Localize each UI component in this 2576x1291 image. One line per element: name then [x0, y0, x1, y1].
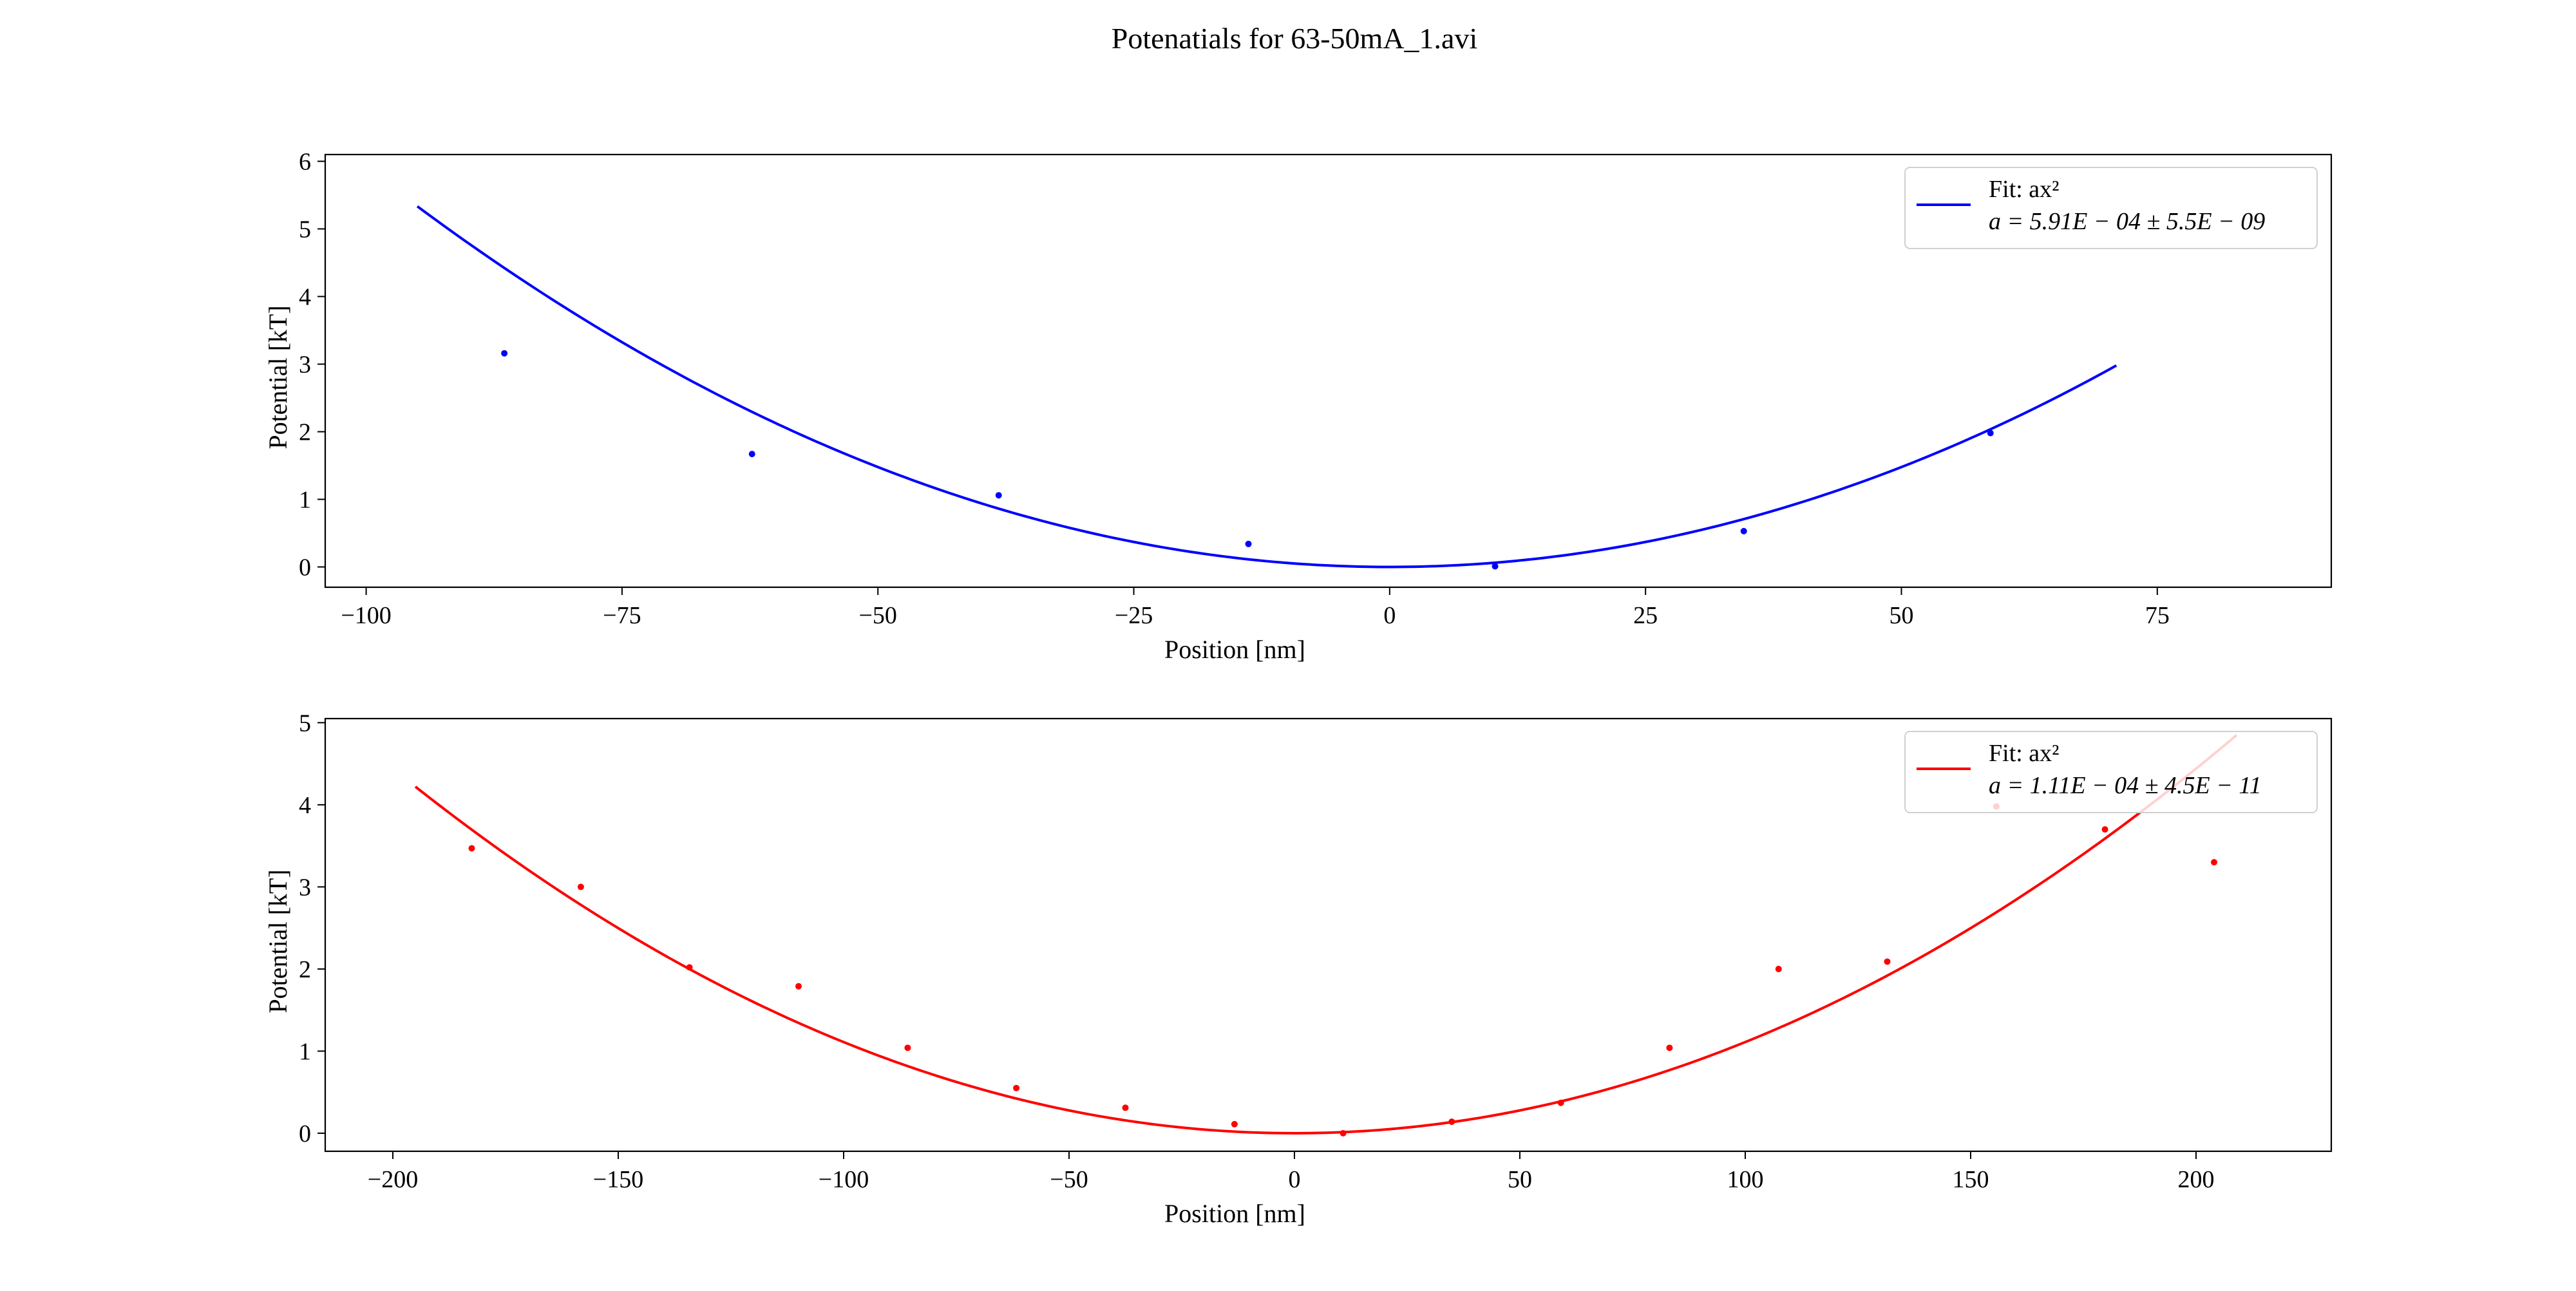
- subplot-1-y-tick-label: 5: [299, 216, 311, 243]
- subplot-2-y-tick-label: 3: [299, 874, 311, 901]
- subplot-2-data-point: [468, 845, 475, 852]
- subplot-2-data-point: [577, 883, 584, 891]
- subplot-2-data-point: [904, 1044, 911, 1051]
- subplot-2-legend-box: [1904, 731, 2318, 813]
- subplot-1-y-tick-label: 1: [299, 487, 311, 514]
- subplot-2-data-point: [1448, 1118, 1455, 1126]
- subplot-2-data-point: [1884, 958, 1891, 965]
- subplot-2-fit-curve: [414, 734, 2238, 1135]
- subplot-2-y-tick-label: 0: [299, 1120, 311, 1147]
- subplot-1-x-tick-label: −75: [603, 602, 641, 629]
- subplot-2-x-tick-label: 150: [1953, 1166, 1989, 1193]
- subplot-2-data-point: [1231, 1120, 1238, 1127]
- subplot-1-y-tick-label: 0: [299, 554, 311, 581]
- subplot-1-data-point: [995, 492, 1002, 499]
- subplot-1-data-point: [1987, 429, 1994, 437]
- subplot-1-x-tick-label: −25: [1115, 602, 1153, 629]
- subplot-1-y-tick-label: 3: [299, 352, 311, 379]
- subplot-2-data-point: [1666, 1044, 1673, 1051]
- subplot-2-x-tick-label: −150: [593, 1166, 643, 1193]
- subplot-1-data-point: [1245, 540, 1252, 547]
- subplot-1-y-tick-label: 6: [299, 149, 311, 176]
- subplot-2-x-tick-label: 0: [1289, 1166, 1301, 1193]
- subplot-1-fit-curve: [416, 205, 2117, 569]
- subplot-2-legend-label-param: a = 1.11E − 04 ± 4.5E − 11: [1989, 772, 2262, 799]
- subplot-1-axes-frame: [324, 153, 2333, 589]
- subplot-2-x-tick-label: 50: [1508, 1166, 1532, 1193]
- subplot-2-x-tick-label: 200: [2178, 1166, 2215, 1193]
- chart-title: Potenatials for 63-50mA_1.avi: [1112, 22, 1478, 55]
- subplot-2-data-point: [795, 983, 802, 990]
- subplot-2-axes-frame: [324, 717, 2333, 1153]
- subplot-1-y-axis-label: Potential [kT]: [263, 305, 292, 449]
- subplot-1-data-point: [1740, 527, 1747, 534]
- subplot-1-data-point: [1492, 563, 1499, 570]
- subplot-1-data-point: [501, 350, 508, 357]
- subplot-2-data-point: [1557, 1099, 1564, 1106]
- subplot-2-legend-label-fit: Fit: ax²: [1989, 740, 2060, 767]
- subplot-1-y-tick-label: 4: [299, 284, 311, 311]
- subplot-1-y-tick-label: 2: [299, 419, 311, 446]
- subplot-2-x-axis-label: Position [nm]: [1164, 1199, 1305, 1228]
- subplot-2-data-point: [1122, 1104, 1129, 1111]
- subplot-1-x-tick-label: 0: [1383, 602, 1396, 629]
- subplot-2-x-tick-label: −50: [1050, 1166, 1088, 1193]
- subplot-2-x-tick-label: −200: [368, 1166, 418, 1193]
- subplot-2-data-point: [1340, 1129, 1347, 1136]
- subplot-2-y-axis-label: Potential [kT]: [263, 869, 292, 1013]
- subplot-2-x-tick-label: −100: [819, 1166, 869, 1193]
- subplot-2-data-point: [686, 964, 693, 971]
- subplot-1-data-point: [748, 451, 755, 458]
- subplot-1-legend-box: [1904, 167, 2318, 249]
- subplot-2-x-tick-label: 100: [1727, 1166, 1764, 1193]
- subplot-1-x-tick-label: 75: [2145, 602, 2170, 629]
- subplot-1-legend-label-fit: Fit: ax²: [1989, 176, 2060, 203]
- subplot-2-data-point: [2101, 826, 2108, 833]
- subplot-2-y-tick-label: 5: [299, 710, 311, 737]
- subplot-1-x-tick-label: −100: [341, 602, 391, 629]
- subplot-1-x-tick-label: 25: [1633, 602, 1658, 629]
- subplot-1-x-tick-label: 50: [1889, 602, 1914, 629]
- subplot-1-legend-label-param: a = 5.91E − 04 ± 5.5E − 09: [1989, 208, 2265, 235]
- subplot-2-data-point: [2211, 859, 2217, 866]
- subplot-2-y-tick-label: 1: [299, 1038, 311, 1065]
- subplot-2-data-point: [1775, 965, 1782, 972]
- subplot-1-x-tick-label: −50: [858, 602, 896, 629]
- subplot-1-x-axis-label: Position [nm]: [1164, 635, 1305, 664]
- subplot-2-y-tick-label: 4: [299, 792, 311, 819]
- subplot-2-y-tick-label: 2: [299, 956, 311, 983]
- subplot-2-data-point: [1013, 1084, 1020, 1091]
